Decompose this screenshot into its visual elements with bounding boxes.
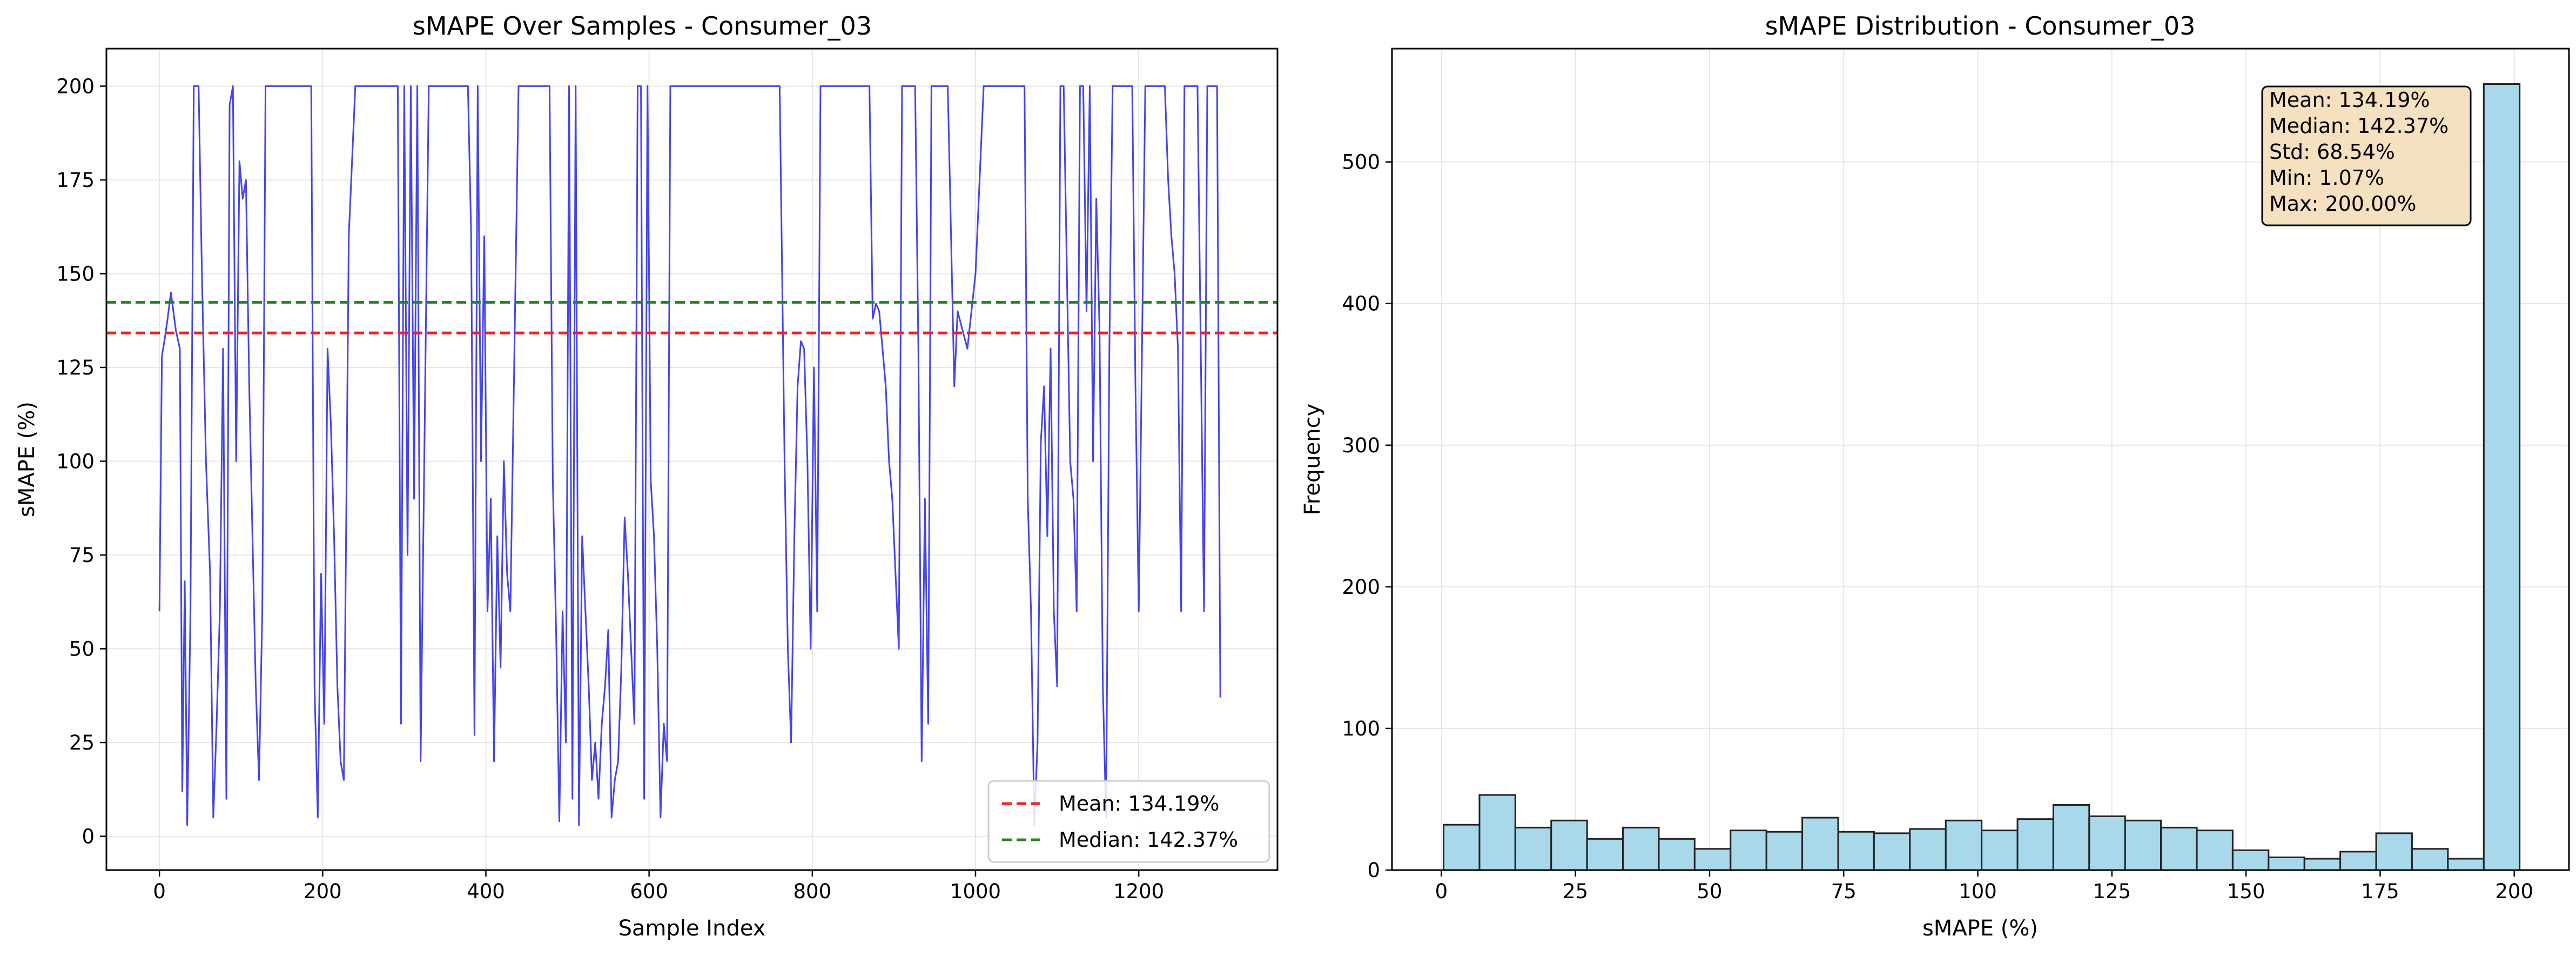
stats-median: Median: 142.37% — [2269, 114, 2449, 138]
histogram-bar — [2016, 818, 2054, 871]
stats-min: Min: 1.07% — [2269, 166, 2384, 190]
histogram-xlabel: sMAPE (%) — [1922, 916, 2038, 941]
stats-box-background — [2261, 85, 2472, 226]
histogram-frame — [1391, 48, 2570, 871]
x-tick-label: 50 — [1697, 880, 1722, 903]
y-tick-label: 175 — [56, 169, 95, 192]
histogram-bar — [2268, 856, 2305, 871]
y-tick-label: 150 — [56, 262, 95, 285]
histogram-bar — [1693, 848, 1732, 871]
y-tick-label: 500 — [1342, 151, 1380, 174]
x-tick-label: 400 — [467, 880, 505, 903]
histogram-bar — [2375, 832, 2413, 871]
line-chart-series — [106, 85, 1277, 826]
histogram-bar — [1586, 838, 1624, 871]
histogram-bar — [2124, 819, 2162, 871]
y-tick-label: 50 — [69, 638, 95, 661]
stats-std: Std: 68.54% — [2269, 140, 2395, 164]
histogram-bar — [1837, 831, 1875, 871]
histogram-bar — [1801, 817, 1839, 871]
x-tick-label: 100 — [1959, 880, 1997, 903]
line-chart-xlabel: Sample Index — [618, 916, 766, 941]
x-tick-label: 175 — [2361, 880, 2399, 903]
y-tick-label: 300 — [1342, 434, 1380, 457]
histogram-bar — [1909, 828, 1947, 871]
histogram-bar — [1514, 826, 1552, 871]
y-tick-label: 0 — [1367, 859, 1380, 882]
y-tick-label: 0 — [82, 825, 95, 848]
line-chart-ylabel: sMAPE (%) — [15, 402, 39, 517]
y-tick-label: 25 — [69, 731, 95, 754]
histogram-bar — [1945, 819, 1983, 871]
histogram-ylabel: Frequency — [1300, 404, 1325, 516]
histogram-bar — [1658, 838, 1696, 871]
histogram-bar — [2088, 815, 2126, 871]
histogram-bar — [1981, 830, 2019, 871]
histogram-bar — [1478, 794, 1516, 871]
legend-median-label: Median: 142.37% — [1059, 828, 1238, 852]
histogram-bar — [1550, 819, 1588, 871]
histogram-bar — [2303, 858, 2342, 871]
histogram-bar — [2339, 851, 2377, 871]
x-tick-label: 125 — [2093, 880, 2131, 903]
x-tick-label: 0 — [1435, 880, 1448, 903]
stats-max: Max: 200.00% — [2269, 192, 2417, 216]
x-tick-label: 25 — [1563, 880, 1588, 903]
histogram-bar — [2160, 826, 2198, 871]
line-chart-frame — [105, 48, 1279, 871]
histogram-bar — [1730, 830, 1767, 871]
x-tick-label: 75 — [1831, 880, 1857, 903]
histogram-bar — [2052, 804, 2090, 871]
legend-box — [987, 780, 1270, 863]
line-chart-panel: sMAPE Over Samples - Consumer_03 0 200 400… — [15, 11, 1279, 941]
stats-box: Mean: 134.19% Median: 142.37% Std: 68.54… — [2261, 85, 2472, 226]
y-tick-label: 200 — [1342, 576, 1380, 599]
line-chart-grid — [106, 49, 1277, 870]
histogram-bar — [2411, 848, 2449, 871]
histogram-bar — [2483, 83, 2521, 871]
legend-mean-label: Mean: 134.19% — [1059, 792, 1220, 815]
y-tick-label: 400 — [1342, 292, 1380, 316]
histogram-title: sMAPE Distribution - Consumer_03 — [1765, 11, 2196, 41]
y-tick-label: 100 — [1342, 717, 1380, 740]
line-chart-ticks: 0 200 400 600 800 1000 1200 0 25 50 75 100 125 150 175… — [56, 75, 1164, 903]
histogram-bar — [2196, 830, 2234, 871]
y-tick-label: 100 — [56, 450, 95, 473]
y-tick-label: 125 — [56, 356, 95, 379]
histogram-bar — [1873, 832, 1911, 871]
x-tick-label: 800 — [793, 880, 832, 903]
stats-mean: Mean: 134.19% — [2269, 88, 2430, 112]
x-tick-label: 1000 — [950, 880, 1001, 903]
x-tick-label: 200 — [304, 880, 342, 903]
line-chart-title: sMAPE Over Samples - Consumer_03 — [413, 11, 872, 41]
x-tick-label: 200 — [2495, 880, 2533, 903]
x-tick-label: 1200 — [1113, 880, 1164, 903]
histogram-bar — [1443, 824, 1481, 871]
x-tick-label: 600 — [630, 880, 668, 903]
histogram-ticks: 0 25 50 75 100 125 150 175 200 0 100 200 300 400 500 — [1342, 151, 2533, 903]
line-chart-legend: Mean: 134.19% Median: 142.37% — [987, 780, 1270, 863]
y-tick-label: 200 — [56, 75, 95, 98]
histogram-bar — [1622, 826, 1660, 871]
x-tick-label: 0 — [153, 880, 166, 903]
histogram-panel: sMAPE Distribution - Consumer_03 0 25 50 75… — [1300, 11, 2570, 941]
y-tick-label: 75 — [69, 544, 95, 567]
histogram-bar — [1765, 831, 1804, 871]
histogram-bar — [2231, 849, 2270, 871]
x-tick-label: 150 — [2227, 880, 2265, 903]
smape-series-line — [158, 85, 1221, 826]
histogram-bar — [2447, 858, 2485, 871]
